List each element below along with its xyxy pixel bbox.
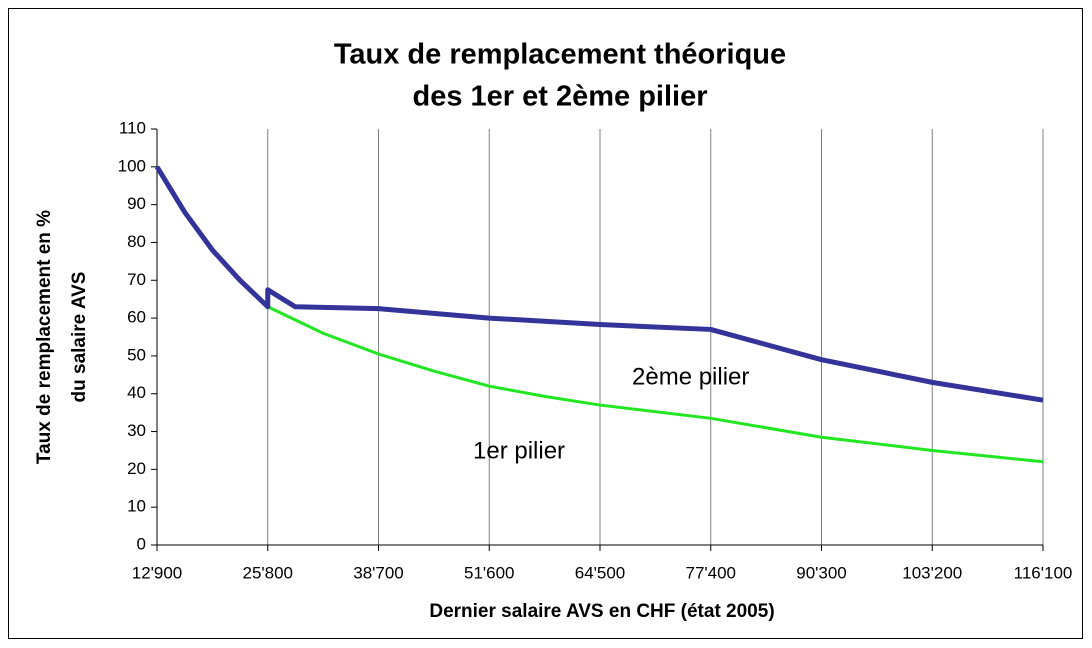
y-axis-title: Taux de remplacement en % [34, 210, 55, 464]
series-label: 1er pilier [473, 437, 565, 464]
x-tick-label: 51'600 [464, 563, 515, 582]
y-tick-label: 50 [127, 345, 146, 364]
y-tick-label: 10 [127, 497, 146, 516]
y-tick-label: 40 [127, 383, 146, 402]
x-tick-label: 25'800 [242, 563, 293, 582]
y-tick-label: 20 [127, 459, 146, 478]
series-label: 2ème pilier [632, 363, 749, 390]
y-tick-label: 100 [118, 156, 146, 175]
x-axis-title: Dernier salaire AVS en CHF (état 2005) [429, 601, 774, 622]
y-tick-label: 0 [137, 534, 146, 553]
y-tick-label: 30 [127, 421, 146, 440]
x-tick-label: 64'500 [575, 563, 626, 582]
y-tick-label: 60 [127, 308, 146, 327]
y-tick-label: 80 [127, 232, 146, 251]
x-tick-label: 90'300 [796, 563, 847, 582]
plot-area: 12'900 25'800 38'700 51'600 64'500 77'400 90'3… [118, 118, 1073, 582]
x-tick-label: 12'900 [132, 563, 183, 582]
x-tick-label: 116'100 [1014, 563, 1073, 582]
y-tick-label: 70 [127, 270, 146, 289]
x-tick-label: 103'200 [902, 563, 962, 582]
y-tick-label: 90 [127, 194, 146, 213]
chart-title: Taux de remplacement théorique [334, 39, 786, 71]
x-tick-label: 77'400 [685, 563, 736, 582]
x-tick-label: 38'700 [353, 563, 404, 582]
y-axis-title: du salaire AVS [69, 272, 90, 403]
y-tick-label: 110 [119, 118, 146, 137]
chart-title: des 1er et 2ème pilier [413, 81, 708, 113]
line-series [154, 165, 1044, 403]
